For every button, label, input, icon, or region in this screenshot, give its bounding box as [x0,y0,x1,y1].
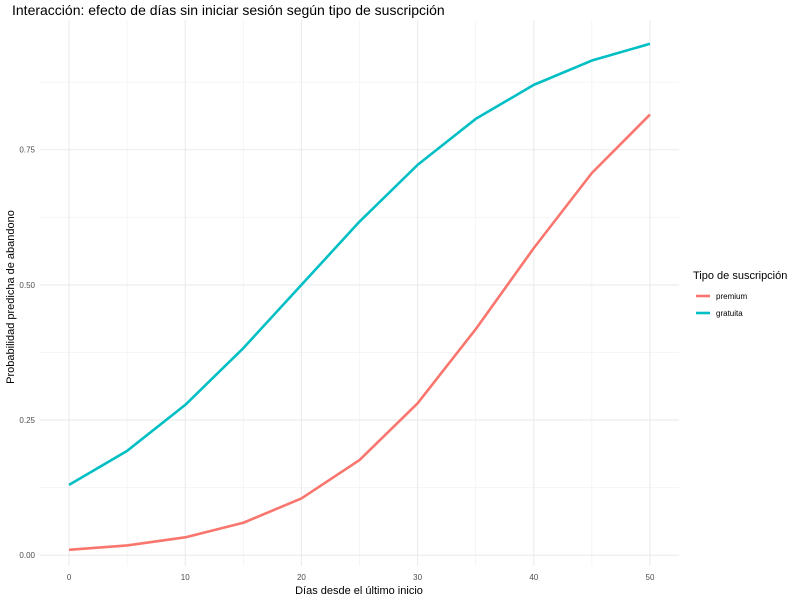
x-tick-label: 0 [67,573,72,582]
legend-item-premium: premium [696,292,747,301]
legend-title: Tipo de suscripción [693,270,787,282]
x-tick-label: 10 [181,573,190,582]
series-line-premium [68,113,651,552]
legend: Tipo de suscripción premium gratuita [693,270,787,318]
x-tick-label: 30 [413,573,422,582]
legend-label-gratuita: gratuita [716,309,743,318]
y-tick-label: 0.25 [19,416,35,425]
x-tick-label: 40 [529,573,538,582]
legend-items: premium gratuita [696,292,747,318]
x-axis: 0 10 20 30 40 50 [67,573,655,582]
grid-layer [40,20,679,566]
series-lines [68,42,651,552]
x-tick-label: 50 [646,573,655,582]
series-line-gratuita [68,42,651,487]
y-axis-title: Probabilidad predicha de abandono [5,210,17,384]
y-tick-label: 0.50 [19,281,35,290]
y-axis: 0.00 0.25 0.50 0.75 [19,146,35,560]
x-axis-title: Días desde el último inicio [295,585,423,597]
x-tick-label: 20 [297,573,306,582]
y-tick-label: 0.00 [19,551,35,560]
chart-title: Interacción: efecto de días sin iniciar … [12,2,445,18]
y-tick-label: 0.75 [19,146,35,155]
legend-item-gratuita: gratuita [696,309,743,318]
legend-label-premium: premium [716,292,747,301]
